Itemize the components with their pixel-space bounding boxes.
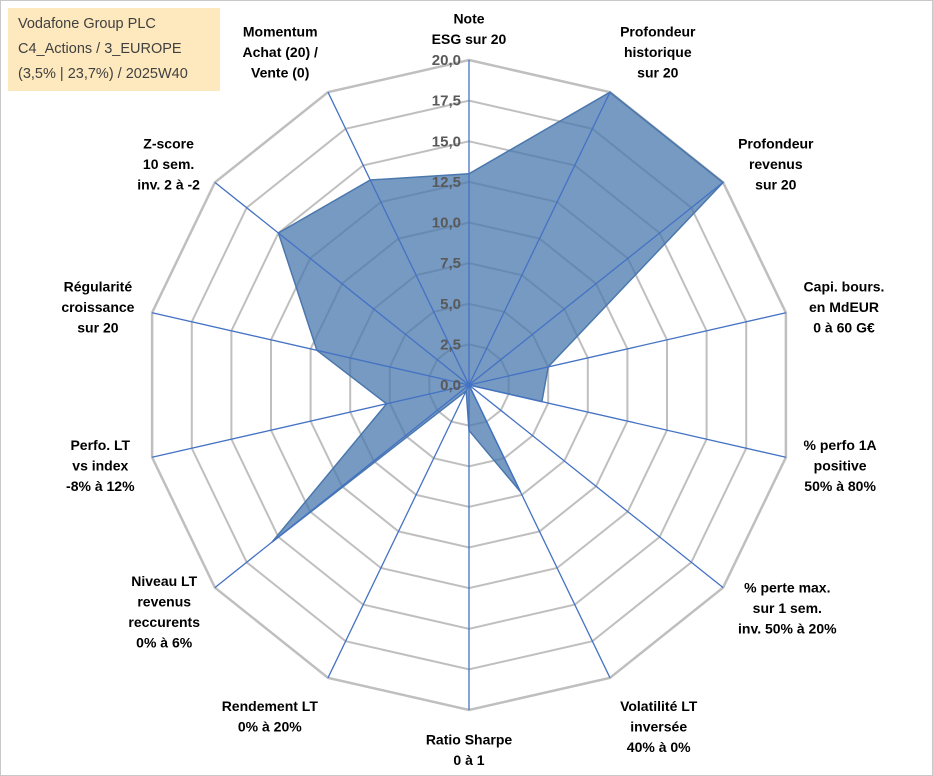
info-line-company: Vodafone Group PLC (18, 16, 156, 32)
tick-label: 0,0 (440, 377, 461, 394)
category-label: Volatilité LT inversée 40% à 0% (620, 698, 698, 755)
axis-spoke (468, 91, 611, 386)
axis-spoke (468, 384, 611, 679)
info-box: Vodafone Group PLC C4_Actions / 3_EUROPE… (8, 8, 220, 91)
axis-spoke (468, 384, 724, 589)
axis-spoke (214, 181, 470, 386)
tick-label: 15,0 (432, 133, 461, 150)
category-label: Ratio Sharpe 0 à 1 (426, 731, 513, 768)
tick-label: 5,0 (440, 296, 461, 313)
category-label: Z-score 10 sem. inv. 2 à -2 (137, 136, 200, 193)
axis-spoke (468, 312, 787, 386)
radar-axes (151, 60, 787, 710)
tick-label: 2,5 (440, 336, 461, 353)
category-label: Régularité croissance sur 20 (61, 279, 134, 336)
axis-spoke (327, 91, 470, 386)
category-label: Perfo. LT vs index -8% à 12% (66, 437, 135, 494)
category-label: % perte max. sur 1 sem. inv. 50% à 20% (738, 580, 837, 637)
axis-spoke (468, 384, 787, 458)
axis-spoke (151, 384, 470, 458)
category-label: Capi. bours. en MdEUR 0 à 60 G€ (804, 279, 885, 336)
axis-spoke (468, 181, 724, 386)
category-label: Profondeur historique sur 20 (620, 24, 696, 81)
radar-tick-labels: 0,0 2,5 5,0 7,5 10,0 12,5 15,0 17,5 20,0 (432, 52, 461, 394)
tick-label: 17,5 (432, 93, 461, 110)
tick-label: 12,5 (432, 174, 461, 191)
category-label: Note ESG sur 20 (432, 10, 507, 47)
axis-spoke (214, 384, 470, 589)
axis-spoke (151, 312, 470, 386)
axis-spoke (327, 384, 470, 679)
tick-label: 7,5 (440, 255, 461, 272)
category-label: Profondeur revenus sur 20 (738, 136, 814, 193)
info-line-period: (3,5% | 23,7%) / 2025W40 (18, 66, 188, 82)
category-label: Rendement LT 0% à 20% (222, 698, 319, 735)
tick-label: 10,0 (432, 215, 461, 232)
radar-category-labels: Note ESG sur 20 Profondeur historique sur 20… (61, 10, 884, 768)
category-label: % perfo 1A positive 50% à 80% (804, 437, 877, 494)
info-line-category: C4_Actions / 3_EUROPE (18, 41, 182, 57)
category-label: Momentum Achat (20) / Vente (0) (242, 24, 318, 81)
category-label: Niveau LT revenus reccurents 0% à 6% (128, 573, 200, 651)
tick-label: 20,0 (432, 52, 461, 69)
